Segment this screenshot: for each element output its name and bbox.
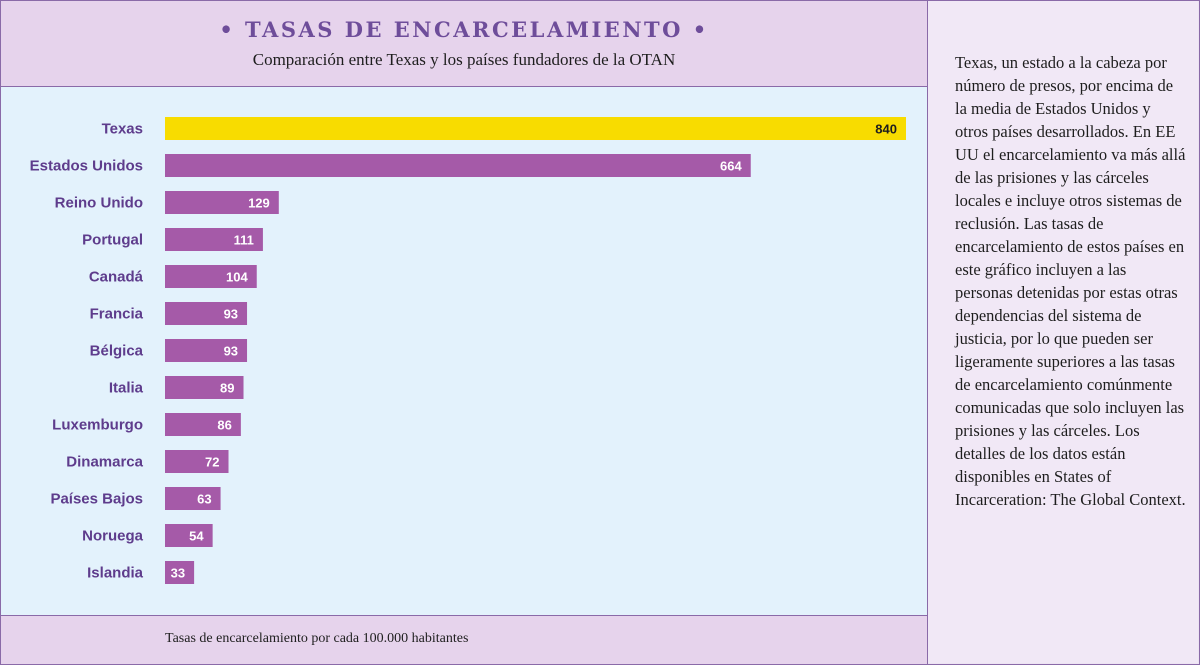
value-label-islandia: 33 — [171, 566, 185, 581]
sidebar-description: Texas, un estado a la cabeza por número … — [955, 53, 1186, 509]
category-label-dinamarca: Dinamarca — [66, 454, 143, 471]
bar-francia — [165, 302, 248, 325]
value-label-dinamarca: 72 — [205, 455, 219, 470]
chart-subtitle: Comparación entre Texas y los países fun… — [252, 50, 676, 69]
bar-belgica — [165, 339, 248, 362]
category-label-reino-unido: Reino Unido — [55, 195, 143, 212]
bar-dinamarca — [165, 450, 229, 473]
bar-luxemburgo — [165, 413, 241, 436]
category-label-noruega: Noruega — [82, 528, 144, 545]
bar-portugal — [165, 228, 263, 251]
category-label-paises-bajos: Países Bajos — [50, 491, 143, 508]
sidebar-panel: Texas, un estado a la cabeza por número … — [928, 1, 1198, 663]
value-label-belgica: 93 — [224, 344, 238, 359]
value-label-portugal: 111 — [234, 233, 254, 248]
bar-islandia — [165, 561, 195, 584]
value-label-noruega: 54 — [189, 529, 204, 544]
value-label-paises-bajos: 63 — [197, 492, 211, 507]
value-label-texas: 840 — [875, 122, 897, 137]
category-label-belgica: Bélgica — [90, 343, 144, 360]
units-note: Tasas de encarcelamiento por cada 100.00… — [165, 631, 469, 646]
value-label-reino-unido: 129 — [248, 196, 270, 211]
bar-paises-bajos — [165, 487, 221, 510]
value-label-estados-unidos: 664 — [720, 159, 742, 174]
chart-footer: Tasas de encarcelamiento por cada 100.00… — [1, 615, 928, 664]
value-label-canada: 104 — [226, 270, 248, 285]
bar-italia — [165, 376, 244, 399]
category-label-estados-unidos: Estados Unidos — [30, 158, 143, 175]
value-label-luxemburgo: 86 — [217, 418, 231, 433]
bar-noruega — [165, 524, 213, 547]
category-label-francia: Francia — [90, 306, 144, 323]
bar-chart: Texas 840 Estados Unidos 664 Reino Unido 129 P… — [30, 117, 906, 584]
chart-header: • TASAS DE ENCARCELAMIENTO • Comparación… — [1, 1, 928, 87]
category-label-portugal: Portugal — [82, 232, 143, 249]
category-label-canada: Canadá — [89, 269, 144, 286]
category-label-texas: Texas — [102, 121, 143, 138]
category-label-islandia: Islandia — [87, 565, 144, 582]
value-label-italia: 89 — [220, 381, 234, 396]
plot-area: Texas 840 Estados Unidos 664 Reino Unido 129 P… — [1, 87, 928, 615]
value-label-francia: 93 — [224, 307, 238, 322]
bar-canada — [165, 265, 257, 288]
chart-title: • TASAS DE ENCARCELAMIENTO • — [219, 17, 709, 42]
category-label-italia: Italia — [109, 380, 144, 397]
bar-reino-unido — [165, 191, 279, 214]
bar-estados-unidos — [165, 154, 751, 177]
bar-texas — [165, 117, 906, 140]
category-label-luxemburgo: Luxemburgo — [52, 417, 143, 434]
